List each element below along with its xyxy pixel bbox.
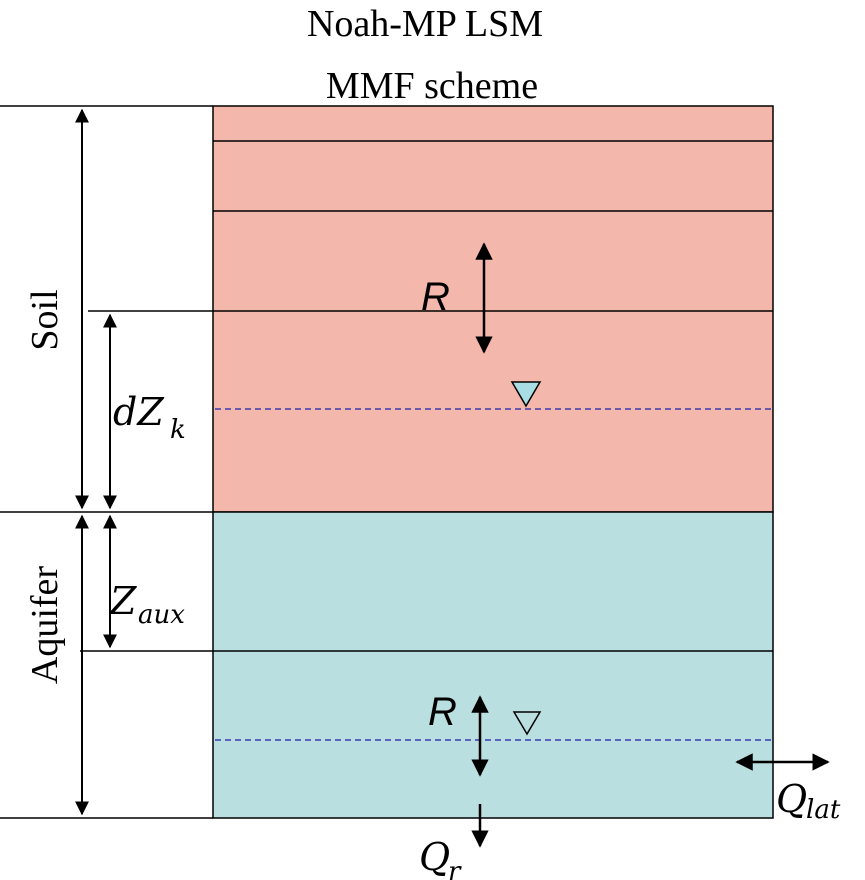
title-line-2: MMF scheme [326,65,538,107]
zaux-label-base: Z [109,579,137,623]
qr-label: Q r [419,835,462,880]
aquifer-column [212,511,774,819]
triangle-down-icon [510,381,542,408]
zaux-label: Z aux [109,579,185,630]
zaux-label-sub: aux [138,600,185,630]
soil-label: Soil [24,289,66,350]
soil-column [212,105,774,513]
qlat-label-sub: lat [806,795,841,825]
qr-label-base: Q [419,835,450,879]
qlat-label-base: Q [776,777,807,821]
dzk-label-base: dZ [113,390,164,434]
dzk-label: dZ k [113,390,186,445]
recharge-label-aquifer: R [428,690,457,734]
qlat-label: Q lat [776,777,841,825]
title-line-1: Noah-MP LSM [307,3,543,45]
triangle-down-icon [512,711,542,736]
recharge-label-soil: R [421,275,450,319]
aquifer-label: Aquifer [24,566,66,685]
dzk-label-sub: k [170,415,186,445]
qr-label-sub: r [448,857,462,880]
